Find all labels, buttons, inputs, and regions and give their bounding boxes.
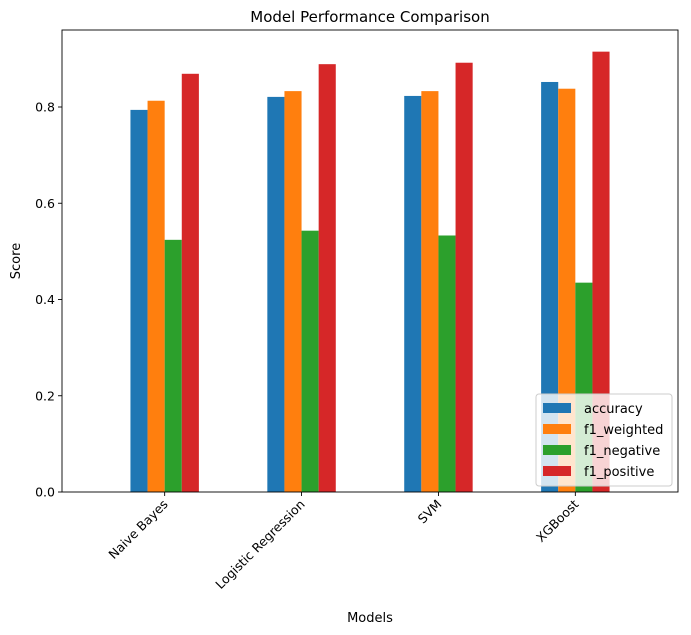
legend-label-accuracy: accuracy (584, 402, 643, 417)
legend-label-f1_weighted: f1_weighted (584, 423, 663, 438)
axes-frame (61, 29, 679, 493)
legend: accuracy f1_weighted f1_negative f1_positiv… (535, 393, 673, 487)
bar-accuracy-0 (130, 109, 148, 492)
y-tick-label-1: 0.2 (35, 388, 55, 403)
bar-f1_weighted-1 (284, 91, 302, 493)
bar-f1_weighted-3 (558, 88, 576, 493)
legend-frame (535, 393, 673, 487)
y-tick-label-4: 0.8 (35, 100, 55, 115)
x-tick-label-2: SVM (415, 497, 445, 527)
legend-swatch-f1_negative (543, 445, 571, 455)
chart-title: Model Performance Comparison (250, 8, 489, 26)
legend-swatch-f1_positive (543, 466, 571, 476)
x-tick-label-1: Logistic Regression (212, 497, 307, 592)
bar-accuracy-2 (404, 95, 422, 493)
legend-swatch-f1_weighted (543, 424, 571, 434)
y-tick-label-0: 0.0 (35, 485, 55, 500)
x-tick-label-3: XGBoost (533, 496, 582, 545)
x-axis-label: Models (347, 611, 393, 626)
bar-f1_weighted-0 (147, 100, 165, 493)
x-tick-label-0: Naive Bayes (105, 497, 170, 562)
bar-f1_weighted-2 (421, 91, 439, 493)
bar-f1_positive-2 (455, 62, 473, 492)
bar-f1_positive-3 (592, 51, 610, 492)
bar-f1_positive-1 (318, 64, 336, 492)
y-tick-label-2: 0.4 (35, 292, 55, 307)
legend-label-f1_negative: f1_negative (584, 444, 660, 459)
bar-f1_negative-2 (438, 235, 456, 492)
y-axis: 0.0 0.2 0.4 0.6 0.8 (35, 100, 62, 500)
bar-f1_negative-0 (164, 239, 182, 492)
x-axis: Naive Bayes Logistic Regression SVM XGBoost (105, 492, 582, 592)
y-tick-label-3: 0.6 (35, 196, 55, 211)
bar-accuracy-1 (267, 96, 285, 493)
y-axis-label: Score (9, 243, 24, 279)
bar-accuracy-3 (541, 81, 559, 492)
legend-label-f1_positive: f1_positive (584, 465, 654, 480)
legend-swatch-accuracy (543, 403, 571, 413)
bar-f1_negative-1 (301, 230, 319, 492)
bar-f1_positive-0 (181, 73, 199, 492)
